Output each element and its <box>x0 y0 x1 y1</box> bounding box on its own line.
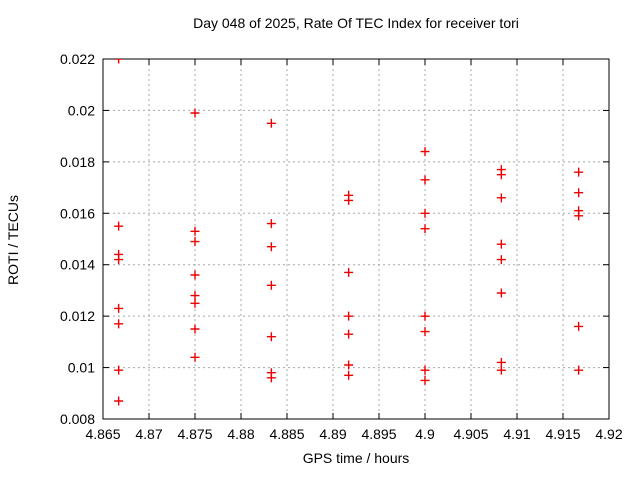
data-point-marker <box>190 291 200 301</box>
data-point-marker <box>344 370 354 380</box>
data-point-marker <box>344 360 354 370</box>
data-point-marker <box>420 147 430 157</box>
data-point-marker <box>190 226 200 236</box>
y-tick-label: 0.01 <box>68 360 95 376</box>
data-point-marker <box>190 237 200 247</box>
data-point-marker <box>574 211 584 221</box>
data-point-marker <box>266 280 276 290</box>
data-point-marker <box>420 327 430 337</box>
data-points-layer <box>114 59 584 406</box>
data-point-marker <box>190 324 200 334</box>
data-point-marker <box>344 329 354 339</box>
data-point-marker <box>344 267 354 277</box>
y-axis-label: ROTI / TECUs <box>5 195 21 285</box>
data-point-marker <box>190 270 200 280</box>
x-axis-label: GPS time / hours <box>302 450 410 466</box>
x-tick-label: 4.875 <box>177 426 212 442</box>
y-tick-label: 0.008 <box>60 411 95 427</box>
data-point-marker <box>190 298 200 308</box>
x-tick-label: 4.89 <box>319 426 346 442</box>
data-point-marker <box>574 188 584 198</box>
y-tick-label: 0.014 <box>60 257 95 273</box>
x-tick-label: 4.91 <box>503 426 530 442</box>
data-point-marker <box>344 311 354 321</box>
data-point-marker <box>420 224 430 234</box>
data-point-marker <box>574 365 584 375</box>
data-point-marker <box>114 365 124 375</box>
data-point-marker <box>420 175 430 185</box>
x-tick-label: 4.915 <box>545 426 580 442</box>
data-point-marker <box>496 255 506 265</box>
data-point-marker <box>574 321 584 331</box>
data-point-marker <box>496 365 506 375</box>
data-point-marker <box>266 373 276 383</box>
y-tick-label: 0.022 <box>60 51 95 67</box>
data-point-marker <box>420 208 430 218</box>
x-tick-label: 4.865 <box>85 426 120 442</box>
data-point-marker <box>496 170 506 180</box>
y-tick-label: 0.012 <box>60 308 95 324</box>
data-point-marker <box>190 352 200 362</box>
x-tick-label: 4.885 <box>269 426 304 442</box>
data-point-marker <box>114 319 124 329</box>
x-tick-label: 4.88 <box>227 426 254 442</box>
data-point-marker <box>420 311 430 321</box>
data-point-marker <box>574 167 584 177</box>
data-point-marker <box>266 118 276 128</box>
x-tick-label: 4.9 <box>415 426 435 442</box>
y-tick-label: 0.016 <box>60 205 95 221</box>
data-point-marker <box>266 242 276 252</box>
data-point-marker <box>496 193 506 203</box>
data-point-marker <box>114 255 124 265</box>
data-point-marker <box>190 108 200 118</box>
x-tick-label: 4.895 <box>361 426 396 442</box>
data-point-marker <box>496 357 506 367</box>
data-point-marker <box>114 59 124 64</box>
chart-title: Day 048 of 2025, Rate Of TEC Index for r… <box>193 15 519 31</box>
x-tick-label: 4.92 <box>595 426 622 442</box>
data-point-marker <box>266 332 276 342</box>
data-point-marker <box>114 221 124 231</box>
x-tick-label: 4.87 <box>135 426 162 442</box>
data-point-marker <box>114 303 124 313</box>
plot-border <box>102 58 610 420</box>
data-point-marker <box>266 219 276 229</box>
y-tick-label: 0.02 <box>68 102 95 118</box>
data-point-marker <box>420 365 430 375</box>
data-point-marker <box>496 239 506 249</box>
data-point-marker <box>114 396 124 406</box>
data-point-marker <box>344 195 354 205</box>
data-point-marker <box>420 375 430 385</box>
x-tick-label: 4.905 <box>453 426 488 442</box>
data-point-marker <box>496 288 506 298</box>
y-tick-label: 0.018 <box>60 154 95 170</box>
